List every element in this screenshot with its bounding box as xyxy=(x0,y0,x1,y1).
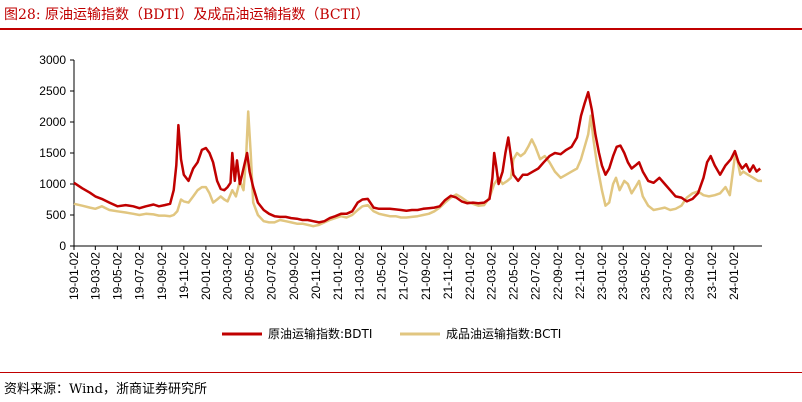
x-tick-label: 22-03-02 xyxy=(484,252,498,300)
figure-label: 图28: xyxy=(4,7,41,23)
y-tick-label: 3000 xyxy=(39,53,66,67)
x-tick-label: 21-07-02 xyxy=(397,252,411,300)
legend-item-bcti-label: 成品油运输指数:BCTI xyxy=(446,326,561,341)
x-tick-label: 22-07-02 xyxy=(528,252,542,300)
x-tick-label: 22-05-02 xyxy=(506,252,520,300)
x-tick-label: 19-07-02 xyxy=(132,252,146,300)
y-tick-label: 2500 xyxy=(39,84,66,98)
x-tick-label: 22-01-02 xyxy=(463,252,477,300)
y-tick-label: 2000 xyxy=(39,115,66,129)
x-tick-label: 22-09-02 xyxy=(551,252,565,300)
series-line-bdti xyxy=(73,90,762,224)
title-rule xyxy=(0,28,802,30)
x-tick-label: 23-05-02 xyxy=(638,252,652,300)
x-tick-label: 21-05-02 xyxy=(375,252,389,300)
x-tick-label: 21-03-02 xyxy=(352,252,366,300)
x-tick-label: 20-07-02 xyxy=(265,252,279,300)
y-tick-label: 500 xyxy=(46,208,66,222)
x-tick-label: 20-05-02 xyxy=(243,252,257,300)
legend-item-bdti-label: 原油运输指数:BDTI xyxy=(268,326,372,341)
x-tick-label: 21-01-02 xyxy=(331,252,345,300)
x-tick-label: 19-01-02 xyxy=(67,252,81,300)
x-tick-label: 24-01-02 xyxy=(727,252,741,300)
x-tick-label: 19-09-02 xyxy=(155,252,169,300)
x-tick-label: 19-05-02 xyxy=(110,252,124,300)
x-tick-label: 23-07-02 xyxy=(660,252,674,300)
x-tick-label: 23-09-02 xyxy=(683,252,697,300)
x-tick-label: 23-11-02 xyxy=(705,252,719,299)
line-chart: 0 500 1000 1500 2000 2500 3000 19-01-02 19-03-02… xyxy=(39,53,762,341)
x-tick-label: 21-09-02 xyxy=(419,252,433,300)
series-line-bcti xyxy=(73,110,762,228)
x-tick-label: 21-11-02 xyxy=(441,252,455,299)
source-note: 资料来源：Wind，浙商证券研究所 xyxy=(4,382,207,397)
x-tick-label: 19-03-02 xyxy=(88,252,102,300)
x-tick-label: 20-11-02 xyxy=(309,252,323,299)
x-tick-label: 23-03-02 xyxy=(616,252,630,300)
y-tick-label: 1000 xyxy=(39,177,66,191)
y-tick-label: 1500 xyxy=(39,146,66,160)
x-tick-label: 20-01-02 xyxy=(199,252,213,300)
x-tick-label: 22-11-02 xyxy=(573,252,587,299)
figure-title: 原油运输指数（BDTI）及成品油运输指数（BCTI） xyxy=(44,7,370,23)
y-tick-label: 0 xyxy=(59,239,66,253)
footer-rule xyxy=(0,372,802,373)
x-tick-label: 19-11-02 xyxy=(177,252,191,299)
x-tick-label: 20-09-02 xyxy=(287,252,301,300)
x-tick-label: 23-01-02 xyxy=(595,252,609,300)
x-tick-label: 20-03-02 xyxy=(221,252,235,300)
chart-title: 图28: 原油运输指数（BDTI）及成品油运输指数（BCTI） xyxy=(4,4,370,24)
